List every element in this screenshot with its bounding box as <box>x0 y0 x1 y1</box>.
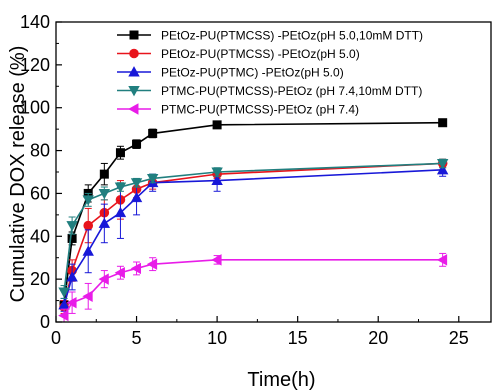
legend-item-3: PEtOz-PU(PTMC) -PEtOz(pH 5.0) <box>117 66 344 80</box>
x-tick-label: 25 <box>449 328 469 348</box>
data-point <box>436 164 449 175</box>
x-tick-label: 15 <box>288 328 308 348</box>
data-point <box>211 174 223 186</box>
data-point <box>98 217 111 228</box>
x-tick-label: 0 <box>51 328 61 348</box>
axes-ticks: 0 20 40 60 80 100 120 140 0 5 10 15 20 25 <box>20 12 469 348</box>
legend-marker <box>128 103 139 115</box>
legend-marker <box>128 86 140 97</box>
y-tick-label: 100 <box>20 98 50 118</box>
data-point <box>146 173 159 185</box>
legend-item-1: PEtOz-PU(PTMCSS) -PEtOz(pH 5.0,10mM DTT) <box>117 29 423 43</box>
series-1 <box>59 118 448 310</box>
y-tick-label: 60 <box>30 183 50 203</box>
legend-label: PEtOz-PU(PTMC) -PEtOz(pH 5.0) <box>161 66 344 80</box>
y-tick-label: 140 <box>20 12 50 32</box>
y-axis-label: Cumulative DOX release (%) <box>7 46 29 303</box>
y-tick-label: 40 <box>30 226 50 246</box>
data-point <box>82 290 93 302</box>
data-point <box>148 128 158 138</box>
data-point <box>67 233 77 243</box>
data-point <box>130 191 143 203</box>
data-point <box>66 297 77 309</box>
series-4 <box>58 158 449 299</box>
y-tick-label: 20 <box>30 269 50 289</box>
data-point <box>66 221 78 232</box>
x-tick-label: 10 <box>207 328 227 348</box>
legend-item-2: PEtOz-PU(PTMCSS) -PEtOz(pH 5.0) <box>117 47 360 61</box>
data-point <box>114 267 125 279</box>
data-point <box>114 182 127 193</box>
data-point <box>130 178 143 189</box>
data-point <box>436 158 449 170</box>
data-point <box>83 220 94 231</box>
legend-marker <box>129 48 139 59</box>
legend-item-4: PTMC-PU(PTMCSS)-PEtOz (pH 7.4,10mM DTT) <box>117 84 422 98</box>
data-point <box>211 167 223 178</box>
legend: PEtOz-PU(PTMCSS) -PEtOz(pH 5.0,10mM DTT)… <box>117 29 423 117</box>
data-point <box>146 258 158 270</box>
data-point <box>212 120 222 130</box>
data-point <box>115 148 125 158</box>
legend-marker <box>129 30 139 40</box>
data-point <box>438 118 448 128</box>
x-tick-label: 5 <box>132 328 142 348</box>
data-point <box>58 309 69 322</box>
x-axis-label: Time(h) <box>247 369 315 390</box>
legend-label: PTMC-PU(PTMCSS)-PEtOz (pH 7.4) <box>161 103 359 117</box>
data-point <box>114 206 127 218</box>
legend-marker <box>128 66 140 77</box>
legend-label: PTMC-PU(PTMCSS)-PEtOz (pH 7.4,10mM DTT) <box>161 84 422 98</box>
legend-label: PEtOz-PU(PTMCSS) -PEtOz(pH 5.0) <box>161 47 360 61</box>
data-point <box>82 195 94 206</box>
data-point <box>130 262 142 275</box>
series-2 <box>59 158 448 314</box>
data-point <box>82 245 94 256</box>
y-tick-label: 120 <box>20 55 50 75</box>
data-point <box>98 188 111 200</box>
data-point <box>132 139 142 149</box>
data-point <box>99 169 109 179</box>
legend-label: PEtOz-PU(PTMCSS) -PEtOz(pH 5.0,10mM DTT) <box>161 29 423 43</box>
x-tick-label: 20 <box>368 328 388 348</box>
data-point <box>211 254 222 266</box>
plot-content <box>58 118 449 323</box>
data-point <box>58 287 70 298</box>
series-5 <box>58 252 448 323</box>
legend-item-5: PTMC-PU(PTMCSS)-PEtOz (pH 7.4) <box>117 103 359 117</box>
y-tick-label: 80 <box>30 141 50 161</box>
data-point <box>436 254 448 266</box>
y-tick-label: 0 <box>40 312 50 332</box>
series-3 <box>58 162 449 312</box>
data-point <box>66 271 78 282</box>
data-point <box>98 273 109 285</box>
